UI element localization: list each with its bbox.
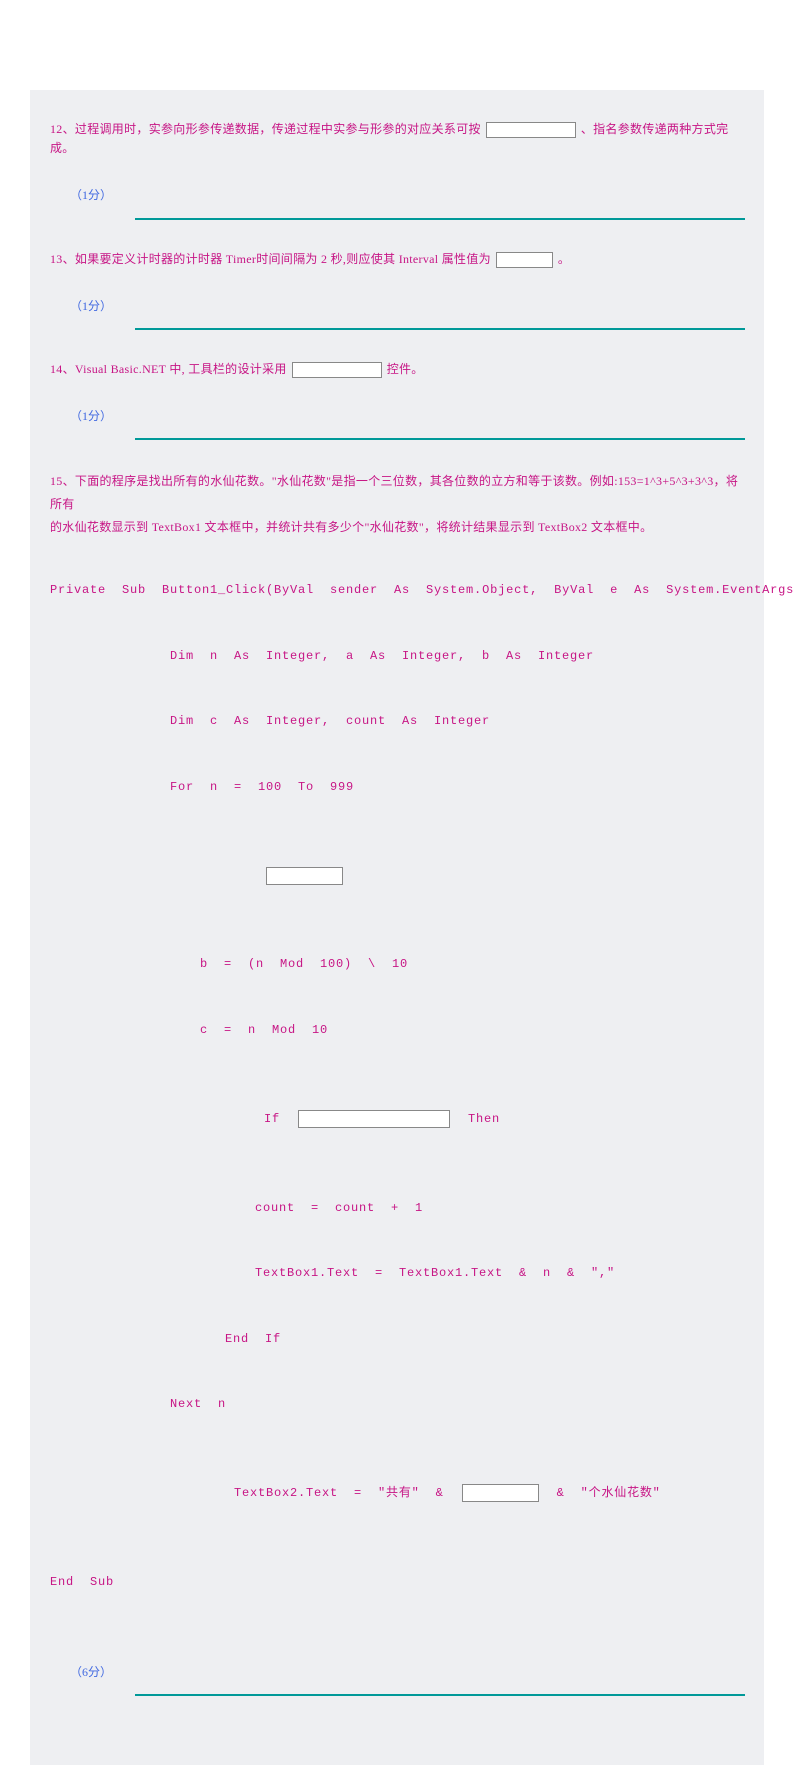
- code-l10: Next n: [50, 1395, 744, 1414]
- q15-blank-1[interactable]: [266, 867, 343, 885]
- q13-points: （1分）: [70, 297, 744, 316]
- q15-intro2: 的水仙花数显示到 TextBox1 文本框中，并统计共有多少个"水仙花数"，将统…: [50, 516, 744, 539]
- q15-blank-3[interactable]: [462, 1484, 539, 1502]
- code-l4: For n = 100 To 999: [50, 778, 744, 797]
- q12-text-pre: 12、过程调用时，实参向形参传递数据，传递过程中实参与形参的对应关系可按: [50, 122, 481, 136]
- question-14: 14、Visual Basic.NET 中, 工具栏的设计采用 控件。: [50, 360, 744, 379]
- q14-text-pre: 14、Visual Basic.NET 中, 工具栏的设计采用: [50, 362, 287, 376]
- q15-code: Private Sub Button1_Click(ByVal sender A…: [50, 539, 744, 1635]
- divider: [135, 438, 745, 440]
- q12-points: （1分）: [70, 186, 744, 205]
- q15-intro1: 15、下面的程序是找出所有的水仙花数。"水仙花数"是指一个三位数，其各位数的立方…: [50, 470, 744, 516]
- code-l8: TextBox1.Text = TextBox1.Text & n & ",": [50, 1264, 744, 1283]
- question-15: 15、下面的程序是找出所有的水仙花数。"水仙花数"是指一个三位数，其各位数的立方…: [50, 470, 744, 1634]
- question-12: 12、过程调用时，实参向形参传递数据，传递过程中实参与形参的对应关系可按 、指名…: [50, 120, 744, 158]
- question-13: 13、如果要定义计时器的计时器 Timer时间间隔为 2 秒,则应使其 Inte…: [50, 250, 744, 269]
- code-l2: Dim n As Integer, a As Integer, b As Int…: [50, 647, 744, 666]
- exam-page: 12、过程调用时，实参向形参传递数据，传递过程中实参与形参的对应关系可按 、指名…: [30, 90, 764, 1765]
- code-l11: TextBox2.Text = "共有" & & "个水仙花数": [50, 1465, 744, 1523]
- code-l5b: c = n Mod 10: [50, 1021, 744, 1040]
- code-l6a: If: [264, 1112, 296, 1126]
- code-l9: End If: [50, 1330, 744, 1349]
- code-l11b: & "个水仙花数": [541, 1486, 661, 1500]
- q13-blank[interactable]: [496, 252, 553, 268]
- q14-text-post: 控件。: [387, 362, 424, 376]
- divider: [135, 218, 745, 220]
- code-l5a: b = (n Mod 100) \ 10: [50, 955, 744, 974]
- code-l3: Dim c As Integer, count As Integer: [50, 712, 744, 731]
- q15-points: （6分）: [70, 1663, 744, 1682]
- q15-blank-2[interactable]: [298, 1110, 450, 1128]
- code-l11a: TextBox2.Text = "共有" &: [234, 1486, 460, 1500]
- q13-text-pre: 13、如果要定义计时器的计时器 Timer时间间隔为 2 秒,则应使其 Inte…: [50, 252, 491, 266]
- code-l6b: Then: [452, 1112, 500, 1126]
- q14-points: （1分）: [70, 407, 744, 426]
- code-l6: If Then: [50, 1091, 744, 1149]
- code-blank1-line: [50, 847, 744, 905]
- q13-text-post: 。: [558, 252, 570, 266]
- divider: [135, 328, 745, 330]
- code-l12: End Sub: [50, 1573, 744, 1592]
- code-l1: Private Sub Button1_Click(ByVal sender A…: [50, 581, 744, 600]
- q12-blank[interactable]: [486, 122, 576, 138]
- q14-blank[interactable]: [292, 362, 382, 378]
- divider: [135, 1694, 745, 1696]
- code-l7: count = count + 1: [50, 1199, 744, 1218]
